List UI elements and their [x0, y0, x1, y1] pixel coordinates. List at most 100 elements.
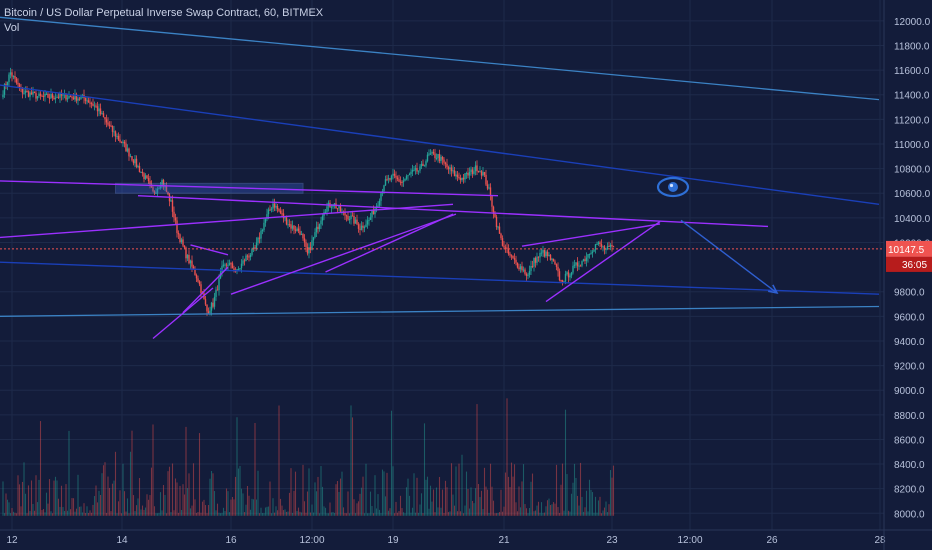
volume-bar — [603, 507, 606, 516]
volume-bar — [314, 482, 316, 516]
candle-body — [2, 94, 4, 98]
candle-body — [131, 156, 133, 161]
volume-bar — [198, 433, 201, 516]
volume-bar — [398, 511, 400, 516]
volume-bar — [440, 507, 442, 516]
volume-bar — [162, 485, 165, 516]
candle-body — [462, 177, 465, 180]
candle-body — [278, 209, 280, 211]
volume-bar — [99, 494, 102, 516]
candle-body — [35, 93, 37, 99]
volume-bar — [596, 512, 598, 516]
candle-body — [272, 203, 274, 209]
volume-bar — [573, 463, 576, 516]
candle-body — [243, 260, 246, 262]
candle-body — [216, 289, 219, 291]
volume-bar — [330, 512, 333, 516]
volume-bar — [227, 491, 229, 516]
candle-body — [362, 225, 364, 228]
candle-body — [294, 229, 297, 231]
candle-body — [477, 171, 480, 173]
candle-body — [585, 257, 588, 262]
volume-bar — [360, 487, 363, 516]
trendline-flag-top — [137, 194, 769, 228]
candle-body — [92, 103, 94, 106]
candle-body — [416, 168, 418, 172]
volume-bar — [20, 506, 22, 516]
volume-bar — [234, 476, 237, 516]
candle-body — [213, 296, 216, 307]
candle-body — [62, 94, 64, 96]
candle-body — [410, 171, 412, 174]
candle-body — [6, 82, 9, 86]
candle-body — [192, 266, 195, 269]
volume-bar — [110, 511, 112, 516]
candle-body — [446, 163, 448, 168]
candle-body — [75, 94, 78, 101]
candle-body — [489, 187, 492, 197]
volume-bar — [378, 509, 381, 516]
y-tick-label: 9000.0 — [894, 386, 925, 397]
candle-body — [198, 281, 201, 285]
volume-bar — [422, 513, 424, 516]
candle-body — [3, 84, 6, 95]
volume-bar — [338, 491, 340, 516]
volume-bar — [497, 512, 499, 516]
candle-body — [357, 224, 360, 229]
candle-body — [486, 184, 489, 189]
volume-bar — [158, 512, 160, 516]
candle-body — [498, 226, 501, 234]
volume-bar — [252, 499, 255, 516]
volume-bar — [320, 466, 322, 516]
y-tick-label: 11200.0 — [894, 115, 930, 126]
candle-body — [543, 250, 546, 257]
candle-body — [258, 237, 261, 239]
volume-bar — [210, 471, 213, 516]
volume-bar — [3, 513, 6, 516]
volume-bar — [515, 502, 517, 516]
candle-body — [159, 186, 162, 189]
volume-bar — [224, 510, 226, 516]
volume-bar — [530, 481, 532, 516]
candle-body — [207, 311, 210, 314]
candle-body — [371, 210, 373, 218]
candle-body — [324, 211, 327, 213]
volume-bar — [482, 509, 484, 516]
volume-bar — [399, 495, 402, 516]
candle-body — [275, 205, 277, 208]
volume-bar — [558, 512, 561, 516]
volume-bar — [543, 512, 546, 516]
eye-icon-glint — [669, 183, 674, 188]
y-tick-label: 12000.0 — [894, 17, 931, 28]
candle-body — [90, 103, 93, 105]
volume-bar — [414, 512, 417, 516]
candle-body — [96, 106, 99, 112]
volume-bar — [131, 430, 133, 516]
candle-body — [465, 172, 468, 174]
candle-body — [279, 210, 282, 214]
candle-body — [257, 237, 259, 243]
trendline-upper-channel-bottom — [0, 84, 880, 205]
candle-body — [290, 224, 292, 229]
volume-bar — [257, 470, 259, 516]
volume-bar — [89, 510, 91, 516]
candle-body — [191, 260, 193, 267]
candle-body — [188, 254, 190, 264]
volume-bar — [365, 463, 367, 516]
volume-bar — [236, 417, 238, 516]
volume-bar — [119, 490, 121, 516]
volume-bar — [425, 479, 427, 516]
volume-bar — [608, 504, 610, 516]
candle-body — [167, 192, 169, 195]
volume-bar — [273, 512, 276, 516]
y-tick-label: 11400.0 — [894, 91, 930, 102]
candle-body — [68, 96, 70, 99]
volume-bar — [597, 500, 600, 516]
volume-bar — [255, 499, 258, 516]
candle-body — [363, 227, 366, 229]
volume-bar — [555, 464, 558, 516]
volume-bar — [459, 511, 462, 516]
candle-body — [41, 95, 43, 97]
volume-bar — [455, 466, 457, 516]
